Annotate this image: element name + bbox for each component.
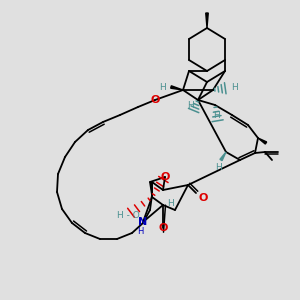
Text: H: H (214, 110, 220, 119)
Text: H: H (214, 163, 221, 172)
Text: H: H (168, 199, 174, 208)
Polygon shape (206, 13, 208, 28)
Text: H: H (232, 83, 238, 92)
Polygon shape (220, 152, 226, 161)
Text: O: O (150, 95, 160, 105)
Text: O: O (160, 172, 170, 182)
Text: O: O (198, 193, 208, 203)
Text: H: H (187, 100, 194, 109)
Polygon shape (258, 138, 267, 144)
Text: O: O (158, 223, 168, 233)
Polygon shape (171, 86, 183, 90)
Text: N: N (138, 217, 148, 227)
Text: H - O: H - O (117, 211, 140, 220)
Text: H: H (160, 82, 167, 91)
Text: H: H (137, 226, 143, 236)
